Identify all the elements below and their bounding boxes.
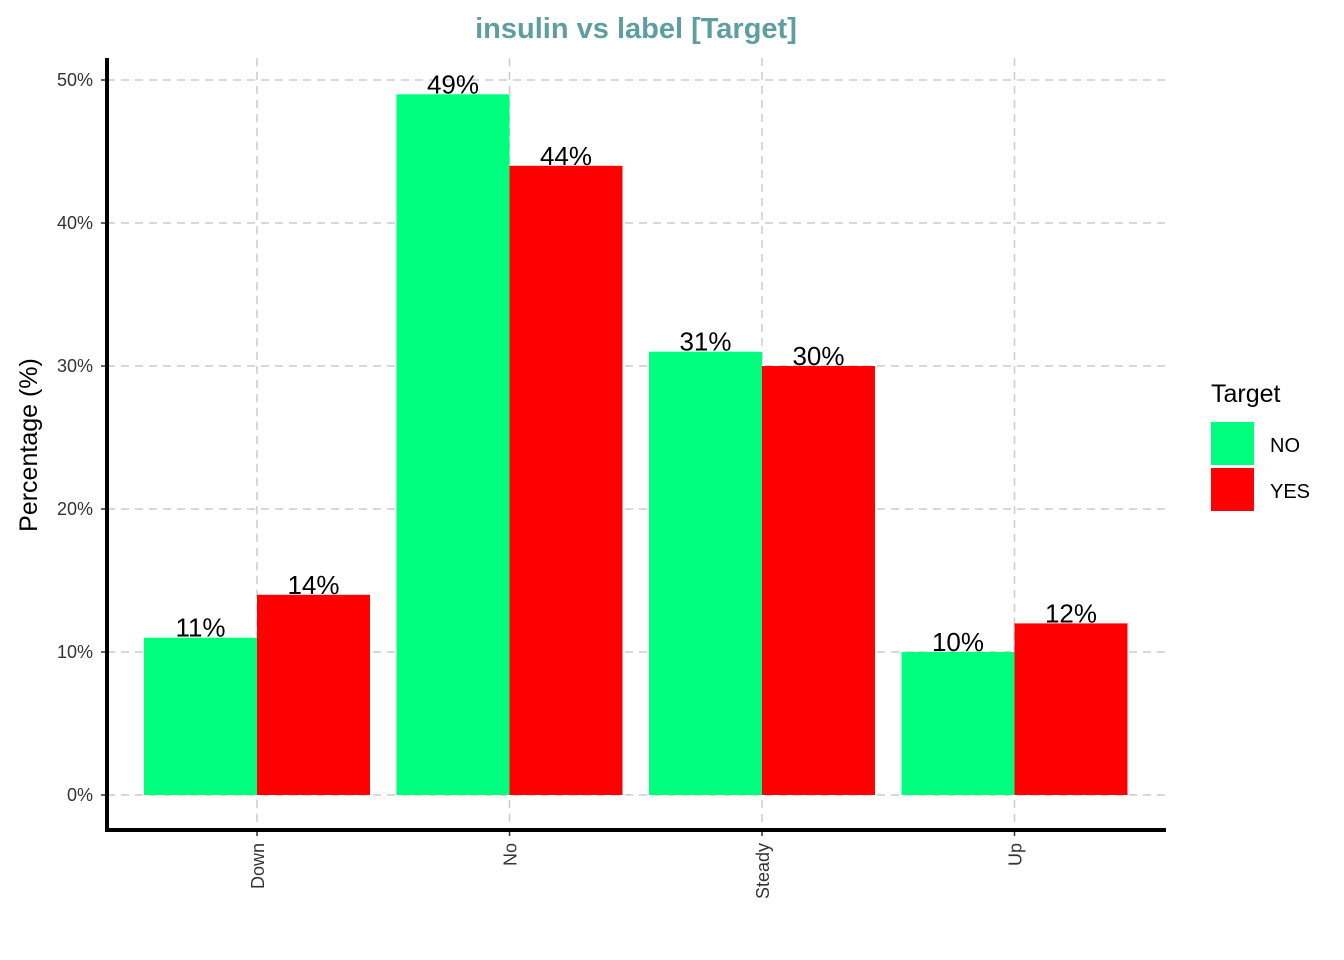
data-label-no-up: 10% bbox=[932, 627, 984, 657]
y-tick-label: 10% bbox=[57, 642, 93, 662]
data-label-no-no: 49% bbox=[427, 69, 479, 99]
bar-yes-up bbox=[1014, 623, 1128, 795]
y-axis-title: Percentage (%) bbox=[15, 358, 43, 532]
bar-no-up bbox=[901, 652, 1015, 795]
data-label-yes-down: 14% bbox=[287, 570, 339, 600]
data-label-yes-no: 44% bbox=[540, 141, 592, 171]
data-label-yes-up: 12% bbox=[1045, 598, 1097, 628]
axes: 0% 10% 20% 30% 40% 50% Down No Steady Up bbox=[57, 58, 1166, 899]
data-label-no-steady: 31% bbox=[679, 327, 731, 357]
legend-label-yes: YES bbox=[1270, 481, 1310, 503]
legend: Target NO YES bbox=[1211, 380, 1310, 511]
legend-swatch-no bbox=[1211, 422, 1254, 465]
bar-no-down bbox=[144, 637, 257, 795]
bar-yes-no bbox=[509, 165, 623, 796]
x-tick-label-up: Up bbox=[1006, 843, 1026, 866]
data-label-no-down: 11% bbox=[175, 613, 225, 643]
bar-no-steady bbox=[649, 351, 762, 795]
legend-title: Target bbox=[1211, 380, 1281, 408]
x-tick-label-down: Down bbox=[248, 843, 268, 889]
y-tick-label: 40% bbox=[57, 213, 93, 233]
y-tick-label: 0% bbox=[67, 785, 93, 805]
x-tick-label-steady: Steady bbox=[753, 843, 773, 899]
y-tick-label: 30% bbox=[57, 356, 93, 376]
data-label-yes-steady: 30% bbox=[792, 341, 844, 371]
y-tick-label: 50% bbox=[57, 70, 93, 90]
x-tick-label-no: No bbox=[501, 843, 521, 866]
bars bbox=[144, 94, 1128, 796]
y-tick-label: 20% bbox=[57, 499, 93, 519]
bar-yes-down bbox=[257, 594, 370, 795]
data-labels: 11% 49% 31% 10% 14% 44% 30% 12% bbox=[175, 69, 1097, 657]
legend-label-no: NO bbox=[1270, 435, 1300, 457]
bar-yes-steady bbox=[762, 366, 875, 795]
legend-swatch-yes bbox=[1211, 468, 1254, 511]
bar-no-no bbox=[396, 94, 510, 796]
chart-title: insulin vs label [Target] bbox=[475, 13, 797, 45]
